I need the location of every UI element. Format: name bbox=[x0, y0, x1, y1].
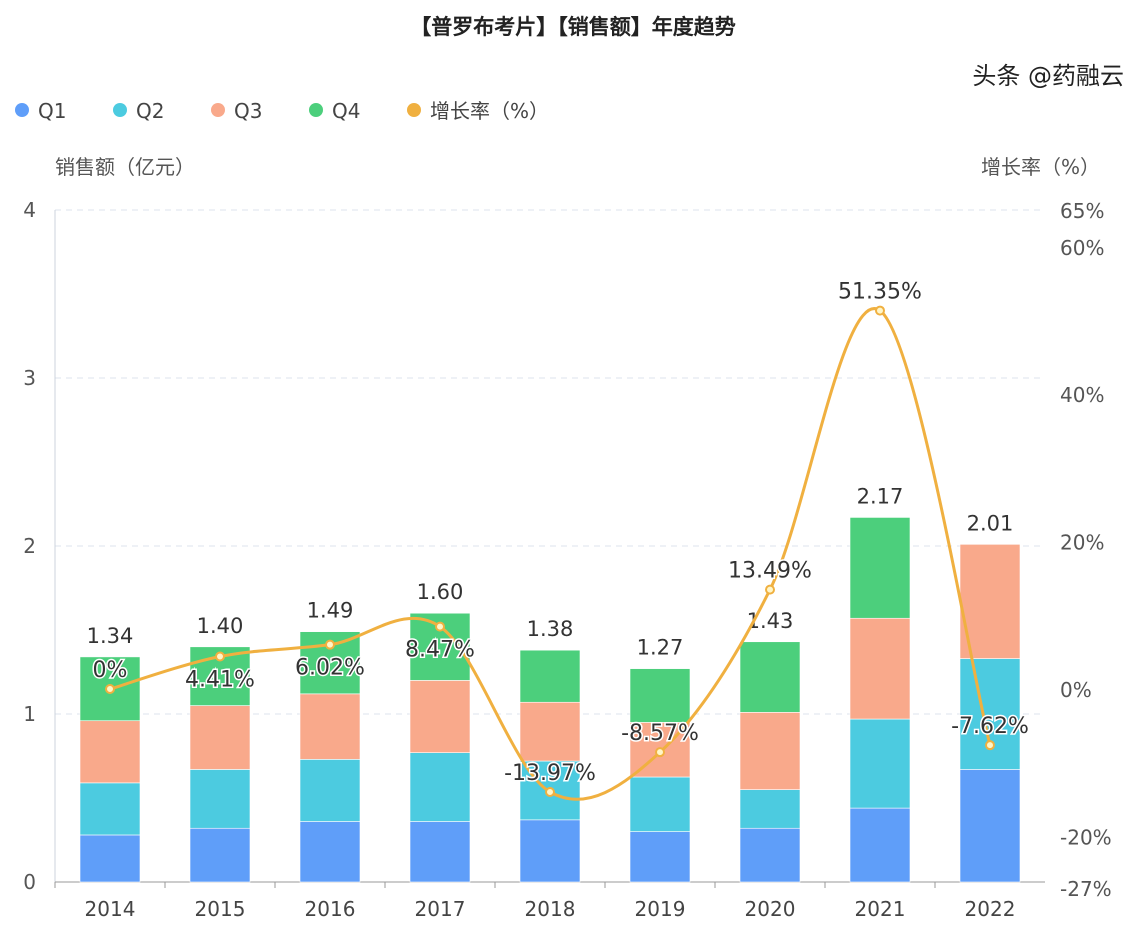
growth-label: 8.47% bbox=[405, 638, 475, 663]
y2-tick-label: -20% bbox=[1060, 825, 1112, 849]
growth-point-2014 bbox=[105, 684, 115, 695]
bar-Q2-2017 bbox=[409, 752, 471, 822]
legend-label: Q4 bbox=[332, 99, 360, 123]
legend-marker-Q3 bbox=[211, 103, 225, 117]
y-tick-label: 0 bbox=[23, 870, 36, 894]
bar-Q4-2018 bbox=[519, 649, 581, 703]
total-label: 2.01 bbox=[967, 511, 1014, 535]
y-tick-label: 3 bbox=[23, 366, 36, 390]
growth-point-2015 bbox=[215, 651, 225, 662]
bar-Q2-2021 bbox=[849, 718, 911, 809]
y2-tick-label: -27% bbox=[1060, 877, 1112, 901]
y-axis-title: 销售额（亿元） bbox=[55, 155, 195, 179]
total-label: 1.38 bbox=[527, 617, 574, 641]
bar-Q1-2022 bbox=[959, 769, 1021, 883]
legend-label: Q3 bbox=[234, 99, 262, 123]
chart-title: 【普罗布考片】【销售额】年度趋势 bbox=[410, 15, 736, 39]
growth-point-2017 bbox=[435, 621, 445, 632]
bar-Q3-2018 bbox=[519, 701, 581, 762]
bar-Q2-2019 bbox=[629, 776, 691, 832]
x-tick-label: 2020 bbox=[745, 897, 796, 921]
growth-point-2022 bbox=[985, 740, 995, 751]
total-label: 1.34 bbox=[87, 624, 134, 648]
x-tick-label: 2022 bbox=[965, 897, 1016, 921]
growth-point-2016 bbox=[325, 639, 335, 650]
bar-Q1-2021 bbox=[849, 807, 911, 883]
bar-Q3-2014 bbox=[79, 720, 141, 784]
growth-point-2020 bbox=[765, 584, 775, 595]
bar-Q2-2014 bbox=[79, 782, 141, 836]
total-label: 2.17 bbox=[857, 484, 904, 508]
growth-label: 4.41% bbox=[185, 668, 255, 693]
y-tick-label: 2 bbox=[23, 534, 36, 558]
x-tick-label: 2021 bbox=[855, 897, 906, 921]
growth-point-2019 bbox=[655, 747, 665, 758]
x-tick-label: 2019 bbox=[635, 897, 686, 921]
bar-Q2-2015 bbox=[189, 769, 251, 829]
bar-Q3-2015 bbox=[189, 705, 251, 770]
y2-tick-label: 65% bbox=[1060, 199, 1104, 223]
growth-label: 13.49% bbox=[728, 559, 812, 584]
bar-Q1-2019 bbox=[629, 831, 691, 883]
bar-Q4-2020 bbox=[739, 641, 801, 713]
watermark: 头条 @药融云 bbox=[972, 62, 1124, 90]
legend-label: 增长率（%） bbox=[430, 99, 549, 123]
total-label: 1.49 bbox=[307, 599, 354, 623]
y2-tick-label: 60% bbox=[1060, 236, 1104, 260]
x-tick-label: 2015 bbox=[195, 897, 246, 921]
y2-tick-label: 0% bbox=[1060, 678, 1092, 702]
growth-label: 51.35% bbox=[838, 280, 922, 305]
x-tick-label: 2016 bbox=[305, 897, 356, 921]
bar-Q3-2022 bbox=[959, 544, 1021, 659]
bar-Q1-2017 bbox=[409, 821, 471, 883]
x-tick-label: 2018 bbox=[525, 897, 576, 921]
bar-Q1-2016 bbox=[299, 821, 361, 883]
growth-rate-line bbox=[109, 307, 992, 801]
x-tick-label: 2017 bbox=[415, 897, 466, 921]
bar-Q1-2020 bbox=[739, 827, 801, 883]
growth-label: 0% bbox=[93, 658, 128, 683]
y2-tick-label: 20% bbox=[1060, 531, 1104, 555]
y-tick-label: 4 bbox=[23, 198, 36, 222]
bar-Q2-2020 bbox=[739, 789, 801, 829]
bar-Q2-2022 bbox=[959, 658, 1021, 770]
y2-axis-title: 增长率（%） bbox=[981, 155, 1100, 179]
bar-Q3-2016 bbox=[299, 693, 361, 760]
growth-label: 6.02% bbox=[295, 656, 365, 681]
bar-Q4-2019 bbox=[629, 668, 691, 723]
total-label: 1.40 bbox=[197, 614, 244, 638]
bar-Q1-2018 bbox=[519, 819, 581, 883]
bar-Q3-2020 bbox=[739, 712, 801, 790]
growth-label: -13.97% bbox=[504, 761, 596, 786]
bar-Q4-2021 bbox=[849, 517, 911, 619]
bar-Q1-2014 bbox=[79, 834, 141, 883]
bar-Q3-2021 bbox=[849, 617, 911, 720]
legend-label: Q1 bbox=[38, 99, 66, 123]
growth-label: -7.62% bbox=[951, 714, 1029, 739]
legend-marker-Q4 bbox=[309, 103, 323, 117]
growth-point-2018 bbox=[545, 786, 555, 797]
legend-marker-Q1 bbox=[15, 103, 29, 117]
legend-label: Q2 bbox=[136, 99, 164, 123]
growth-point-2021 bbox=[875, 305, 885, 316]
y2-tick-label: 40% bbox=[1060, 383, 1104, 407]
total-label: 1.60 bbox=[417, 580, 464, 604]
growth-label: -8.57% bbox=[621, 721, 699, 746]
x-tick-label: 2014 bbox=[85, 897, 136, 921]
total-label: 1.27 bbox=[637, 636, 684, 660]
legend-marker-增长率（%） bbox=[407, 103, 421, 117]
legend-marker-Q2 bbox=[113, 103, 127, 117]
bar-Q3-2017 bbox=[409, 680, 471, 753]
bar-Q1-2015 bbox=[189, 827, 251, 883]
bar-Q2-2016 bbox=[299, 759, 361, 822]
y-tick-label: 1 bbox=[23, 702, 36, 726]
